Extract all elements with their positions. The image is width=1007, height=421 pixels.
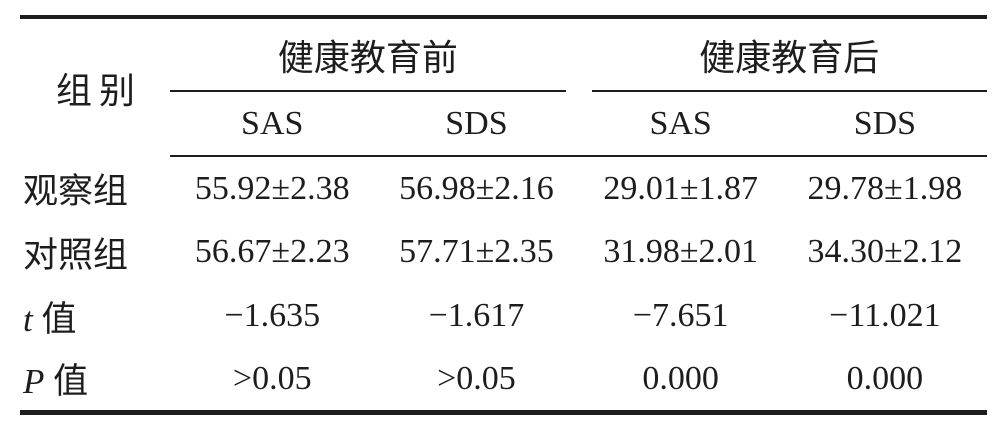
corner-header-group: 组别 (56, 70, 143, 111)
spanner-before-education: 健康教育前 (170, 17, 578, 92)
row-label-italic: P (23, 362, 45, 402)
cell-value: 55.92±2.38 (194, 169, 350, 207)
cell-value: −7.651 (632, 297, 729, 334)
cell-value: −11.021 (829, 297, 941, 334)
subheader-sds-after: SDS (782, 92, 987, 157)
cell-value: 31.98±2.01 (603, 233, 758, 270)
cell-value: 56.98±2.16 (399, 169, 554, 207)
row-label-italic: t (23, 299, 33, 339)
cell-value: >0.05 (232, 359, 312, 397)
cell-value: 0.000 (642, 359, 719, 397)
header-row-subheaders: SAS SDS SAS SDS (20, 92, 987, 157)
spanner-after-education-label: 健康教育后 (591, 19, 987, 92)
cell-value: 56.67±2.23 (194, 233, 350, 270)
spanner-before-education-label: 健康教育前 (170, 19, 566, 92)
row-label-observation: 观察组 (20, 156, 170, 220)
table-row-control: 对照组 56.67±2.23 57.71±2.35 31.98±2.01 34.… (20, 220, 987, 284)
row-label-t-value: t 值 (20, 284, 170, 348)
row-label-text: 值 (44, 362, 89, 402)
table-row-t-value: t 值 −1.635 −1.617 −7.651 −11.021 (20, 284, 987, 348)
cell-value: −1.617 (428, 297, 525, 334)
row-label-p-value: P 值 (20, 348, 170, 412)
table-row-observation: 观察组 55.92±2.38 56.98±2.16 29.01±1.87 29.… (20, 156, 987, 220)
row-label-control: 对照组 (20, 220, 170, 284)
row-label-text: 观察组 (23, 171, 129, 211)
row-label-text: 值 (32, 299, 77, 339)
spanner-after-education: 健康教育后 (579, 17, 987, 92)
header-row-spanners: 组别 健康教育前 健康教育后 (20, 17, 987, 111)
subheader-sds-before: SDS (374, 92, 579, 157)
cell-value: 34.30±2.12 (807, 233, 963, 270)
cell-value: 29.78±1.98 (807, 169, 963, 207)
row-label-text: 对照组 (23, 235, 129, 275)
table-row-p-value: P 值 >0.05 >0.05 0.000 0.000 (20, 348, 987, 412)
subheader-sas-before: SAS (170, 92, 375, 157)
stats-table: 组别 健康教育前 健康教育后 SAS SDS SAS SDS 观察组 55.92… (20, 15, 987, 415)
cell-value: −1.635 (224, 297, 321, 334)
cell-value: 57.71±2.35 (399, 233, 554, 270)
cell-value: 29.01±1.87 (603, 169, 758, 207)
cell-value: 0.000 (846, 359, 924, 397)
subheader-sas-after: SAS (578, 92, 783, 157)
cell-value: >0.05 (437, 359, 516, 397)
